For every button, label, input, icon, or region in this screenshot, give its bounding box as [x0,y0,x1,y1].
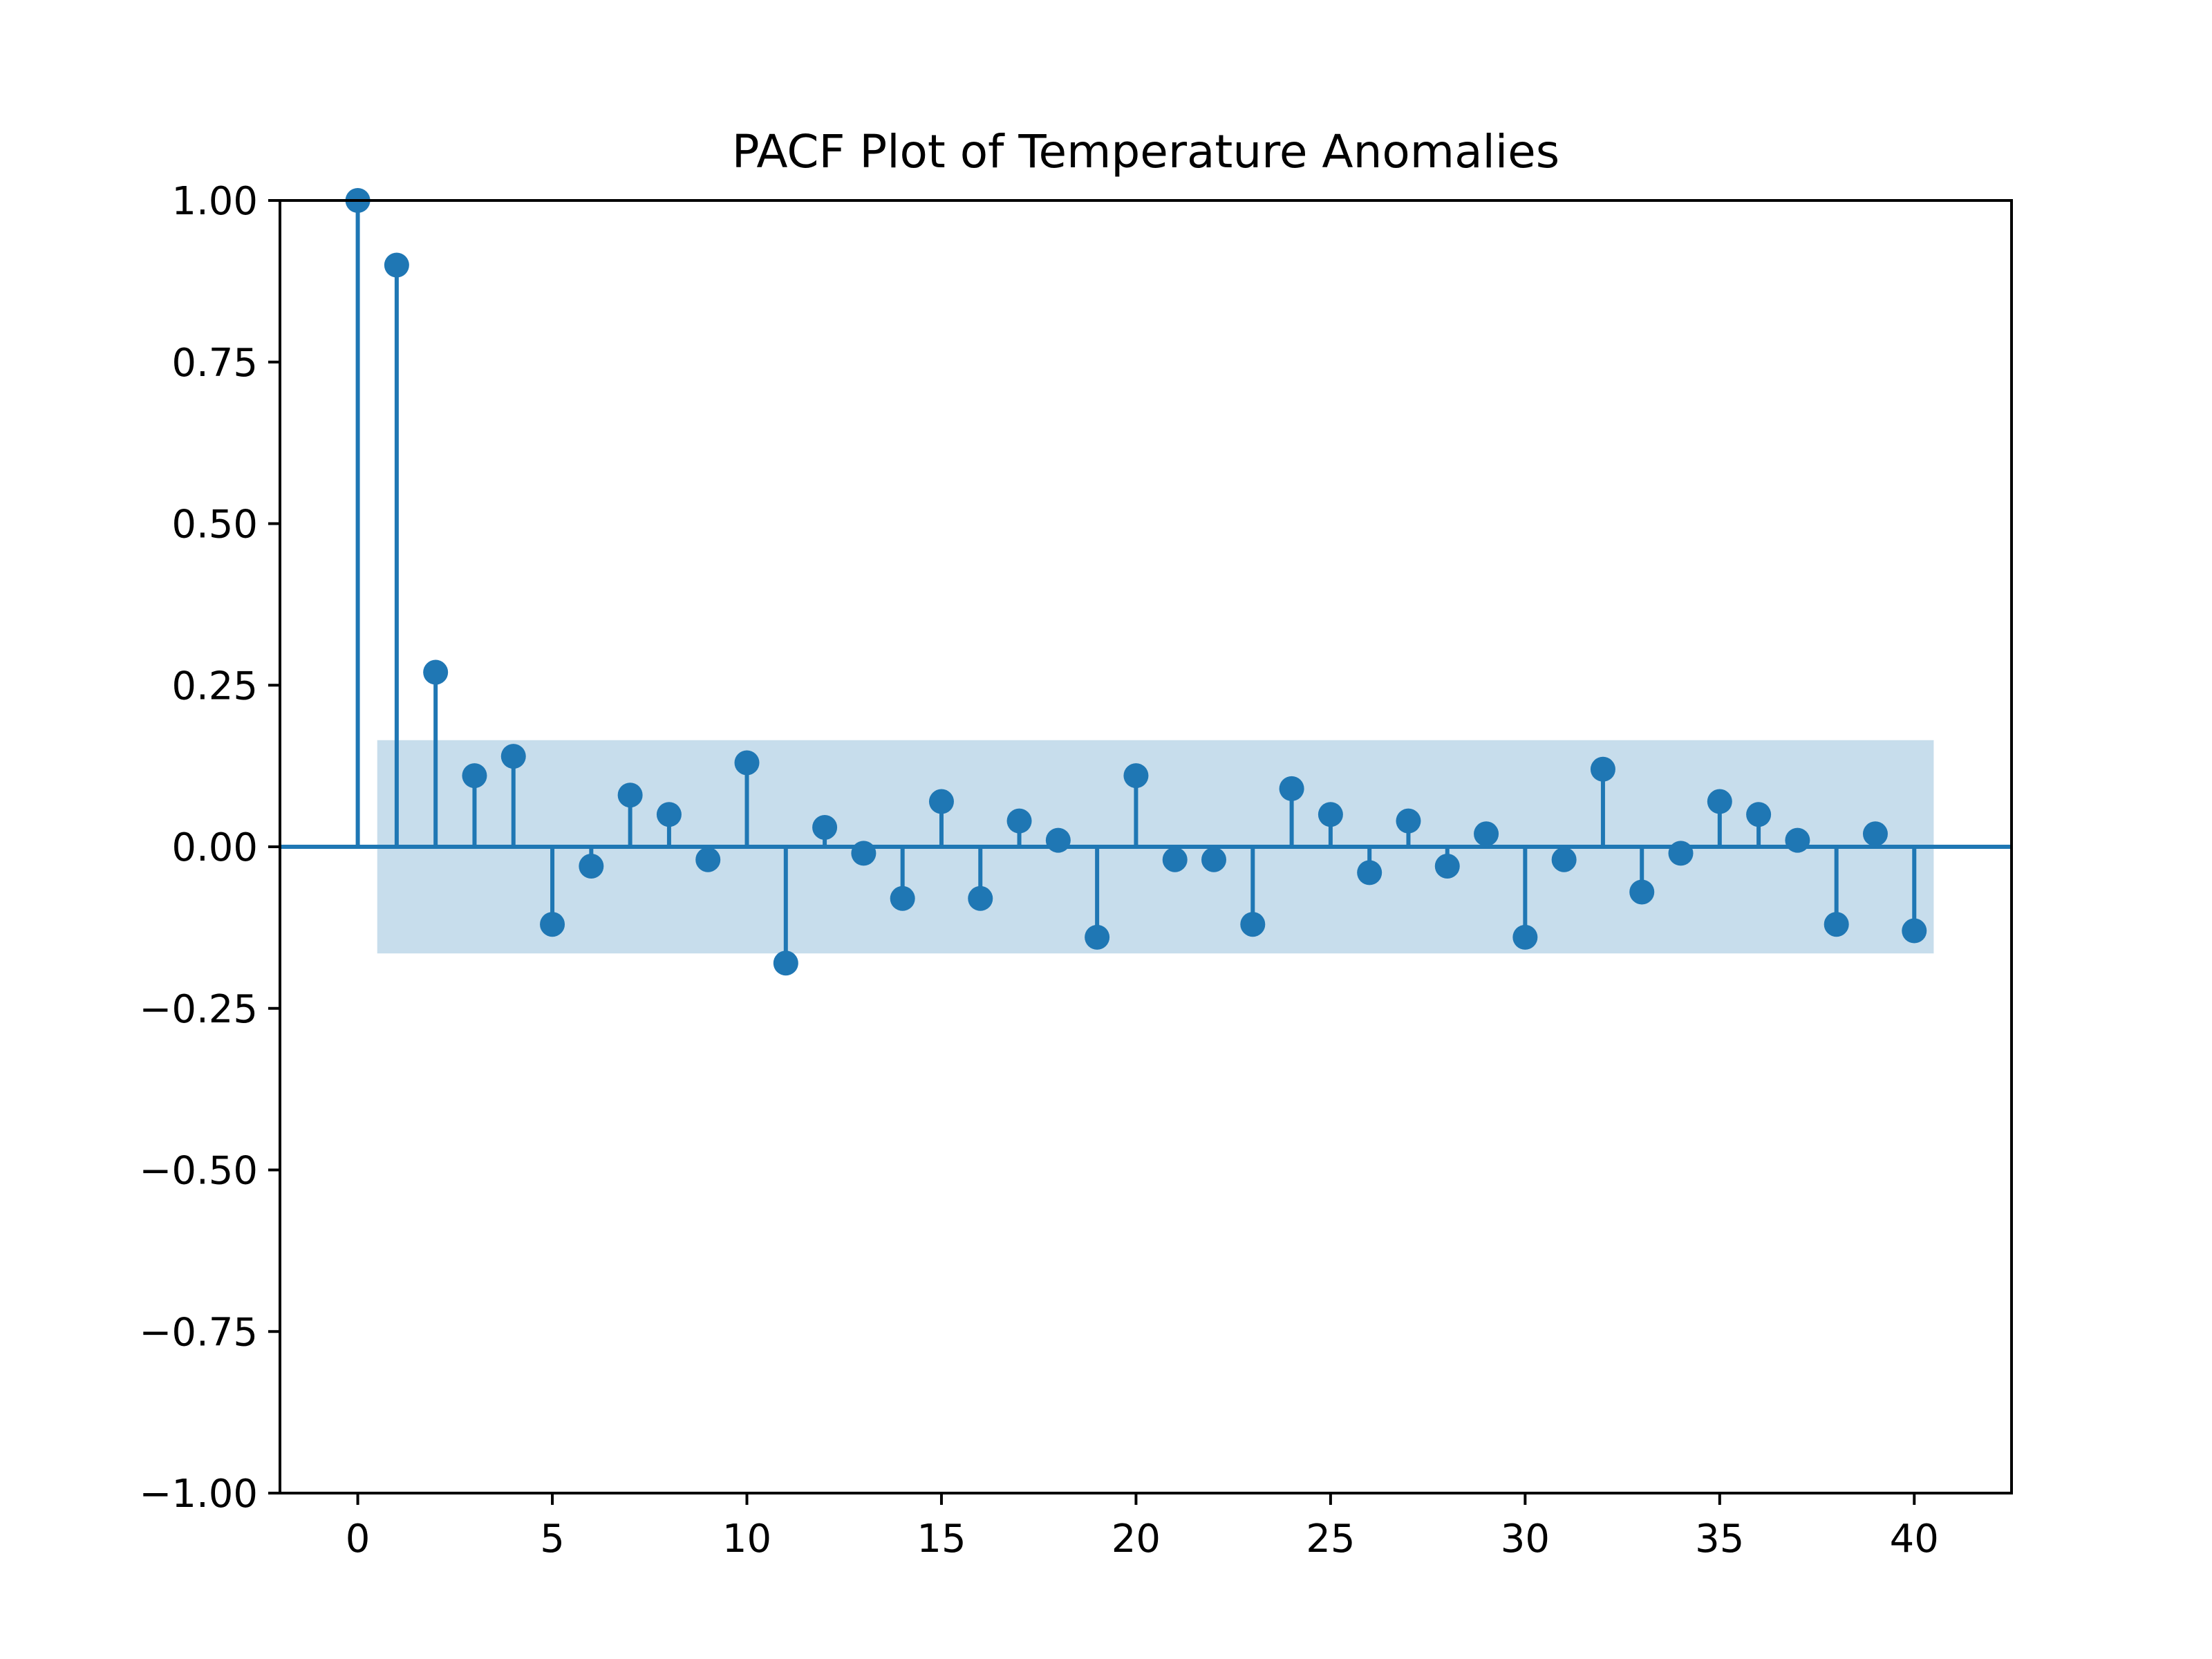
x-tick-label-40: 40 [1890,1517,1939,1562]
marker-lag-39 [1862,821,1888,847]
marker-lag-32 [1590,756,1615,782]
x-tick-label-15: 15 [917,1517,966,1562]
marker-lag-30 [1512,924,1538,950]
marker-lag-40 [1902,918,1927,944]
x-tick-label-20: 20 [1112,1517,1161,1562]
marker-lag-14 [890,885,915,911]
marker-lag-17 [1006,808,1032,834]
marker-lag-25 [1318,802,1343,827]
x-axis: 0 5 10 15 20 25 30 35 40 [346,1493,1939,1562]
x-tick-label-5: 5 [540,1517,565,1562]
marker-layer [345,188,1927,976]
marker-lag-13 [851,841,877,866]
x-tick-label-30: 30 [1501,1517,1550,1562]
x-tick-label-35: 35 [1695,1517,1744,1562]
marker-lag-6 [579,854,604,879]
marker-lag-16 [968,885,993,911]
y-tick-label-3: 0.25 [171,664,258,709]
y-tick-label-7: −0.75 [139,1310,258,1355]
y-tick-label-2: 0.50 [171,503,258,547]
marker-lag-1 [384,252,409,278]
y-tick-label-5: −0.25 [139,987,258,1032]
marker-lag-10 [734,750,760,776]
marker-lag-28 [1434,854,1460,879]
marker-lag-4 [500,744,526,769]
marker-lag-35 [1707,789,1732,814]
marker-lag-3 [462,763,487,789]
y-tick-label-6: −0.50 [139,1149,258,1194]
marker-lag-15 [928,789,954,814]
marker-lag-5 [540,912,565,937]
marker-lag-37 [1785,827,1810,853]
x-tick-label-25: 25 [1306,1517,1355,1562]
chart-title: PACF Plot of Temperature Anomalies [732,125,1559,178]
marker-lag-12 [812,814,838,840]
x-tick-label-0: 0 [346,1517,371,1562]
y-tick-label-1: 0.75 [171,341,258,386]
marker-lag-11 [773,950,798,976]
marker-lag-7 [617,782,643,808]
y-tick-label-0: 1.00 [171,179,258,224]
marker-lag-20 [1123,763,1149,789]
marker-lag-19 [1085,924,1110,950]
marker-lag-9 [695,847,721,872]
marker-lag-34 [1668,841,1694,866]
y-tick-label-4: 0.00 [171,825,258,870]
marker-lag-18 [1045,827,1071,853]
marker-lag-27 [1396,808,1421,834]
y-tick-label-8: −1.00 [139,1472,258,1517]
marker-lag-22 [1201,847,1227,872]
marker-lag-8 [656,802,682,827]
marker-lag-2 [423,659,449,685]
marker-lag-31 [1551,847,1577,872]
marker-lag-33 [1629,879,1655,905]
y-axis: 1.00 0.75 0.50 0.25 0.00 −0.25 −0.50 −0.75 −1.00 [139,179,280,1517]
marker-lag-36 [1746,802,1772,827]
marker-lag-21 [1162,847,1188,872]
marker-lag-26 [1357,860,1382,885]
marker-lag-38 [1824,912,1849,937]
marker-lag-29 [1474,821,1499,847]
x-tick-label-10: 10 [722,1517,771,1562]
marker-lag-23 [1240,912,1266,937]
marker-lag-24 [1279,776,1304,801]
